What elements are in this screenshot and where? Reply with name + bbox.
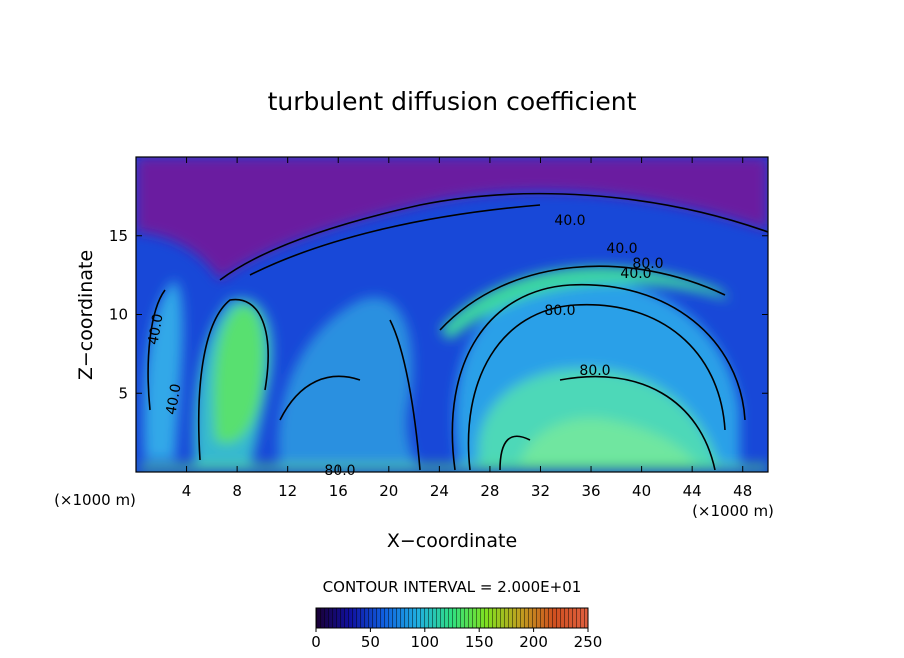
x-tick-label: 48 bbox=[733, 482, 752, 500]
contour-label: 40.0 bbox=[145, 313, 166, 346]
x-tick-label: 12 bbox=[278, 482, 297, 500]
colorbar-tick-label: 150 bbox=[465, 633, 494, 651]
chart-title: turbulent diffusion coefficient bbox=[268, 87, 637, 116]
contour-field bbox=[136, 157, 768, 472]
x-unit-label: (×1000 m) bbox=[54, 491, 136, 509]
x-tick-label: 32 bbox=[531, 482, 550, 500]
x-tick-label: 44 bbox=[683, 482, 702, 500]
contour-label: 80.0 bbox=[324, 463, 355, 479]
x-tick-label: 4 bbox=[182, 482, 192, 500]
x-tick-label: 36 bbox=[581, 482, 600, 500]
colorbar-frame bbox=[315, 607, 589, 629]
contour-label: 40.0 bbox=[163, 383, 184, 416]
colorbar-tick-label: 200 bbox=[519, 633, 548, 651]
x-tick-label: 8 bbox=[232, 482, 242, 500]
y-tick-label: 10 bbox=[109, 306, 128, 324]
colorbar-tick-label: 50 bbox=[361, 633, 380, 651]
colorbar-tick-label: 250 bbox=[574, 633, 603, 651]
annotation: CONTOUR INTERVAL = 2.000E+01 bbox=[323, 578, 582, 596]
x-tick-label: 16 bbox=[329, 482, 348, 500]
contour-label: 80.0 bbox=[632, 256, 663, 272]
contour-label: 40.0 bbox=[620, 266, 651, 282]
x-tick-label: 40 bbox=[632, 482, 651, 500]
x-axis-label: X−coordinate bbox=[387, 530, 517, 552]
contour-label: 40.0 bbox=[606, 241, 637, 257]
y-tick-label: 5 bbox=[118, 384, 128, 402]
colorbar-tick-label: 0 bbox=[311, 633, 321, 651]
x-tick-label: 24 bbox=[430, 482, 449, 500]
x-unit-label: (×1000 m) bbox=[692, 502, 774, 520]
contour-label: 80.0 bbox=[579, 363, 610, 379]
x-tick-label: 20 bbox=[379, 482, 398, 500]
y-tick-label: 15 bbox=[109, 227, 128, 245]
contour-label: 40.0 bbox=[554, 213, 585, 229]
x-tick-label: 28 bbox=[480, 482, 499, 500]
colorbar-tick-label: 100 bbox=[410, 633, 439, 651]
y-axis-label: Z−coordinate bbox=[75, 250, 97, 380]
contour-label: 80.0 bbox=[544, 303, 575, 319]
